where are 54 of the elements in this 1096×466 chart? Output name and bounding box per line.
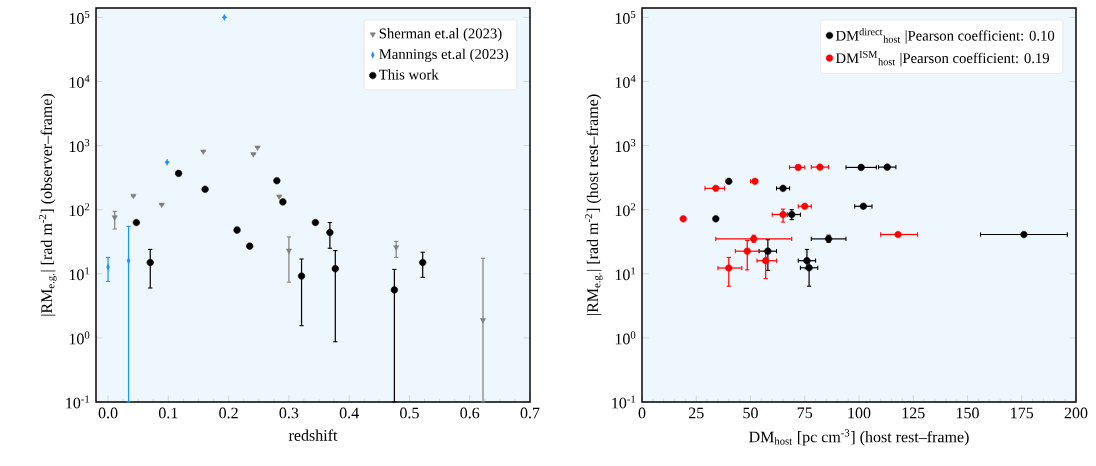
y-tick-label: 10$^{2}$	[69, 203, 90, 217]
y-tick-label: 10$^{3}$	[69, 139, 90, 153]
legend-label: DM$^{direct}$$_{host}$ |Pearson coefficient: 0.10	[835, 28, 1055, 44]
y-tick-label: 10$^{-1}$	[66, 395, 90, 409]
y-tick-label: 10$^{4}$	[69, 74, 90, 88]
x-tick-label: 0.2	[219, 407, 238, 419]
y-tick-label: 10$^{5}$	[69, 10, 90, 24]
point	[111, 215, 118, 221]
x-tick-label: 0	[638, 407, 646, 419]
x-tick-label: 50	[743, 407, 758, 419]
legend-label: Sherman et.al (2023)	[379, 28, 502, 42]
point	[725, 264, 733, 272]
x-tick-label: 125	[902, 407, 925, 419]
x-tick-label: 25	[688, 407, 704, 419]
y-tick-label: 10$^{3}$	[615, 139, 636, 153]
y-tick-label: 10$^{2}$	[615, 203, 636, 217]
y-axis-title: |RM$_{e.g.}$| [rad m$^{-2}$] (host rest–frame)	[585, 94, 603, 315]
y-axis-title: |RM$_{e.g.}$| [rad m$^{-2}$] (observer–frame)	[39, 93, 57, 316]
x-tick-label: 100	[848, 407, 871, 419]
point	[311, 218, 320, 227]
y-tick-label: 10$^{5}$	[615, 10, 636, 24]
x-tick-label: 175	[1011, 407, 1034, 419]
x-tick-label: 0.0	[98, 407, 118, 419]
y-tick-label: 10$^{4}$	[615, 74, 636, 88]
point	[285, 248, 292, 254]
x-tick-label: 200	[1064, 407, 1088, 419]
point	[390, 286, 398, 294]
y-tick-label: 10$^{1}$	[615, 267, 636, 281]
x-tick-label: 75	[797, 407, 813, 419]
point	[326, 228, 334, 237]
point	[419, 258, 427, 267]
x-tick-label: 0.3	[279, 407, 299, 419]
point	[331, 265, 339, 273]
point	[743, 247, 751, 255]
x-tick-label: 0.1	[158, 407, 178, 419]
legend-label: Mannings et.al (2023)	[379, 48, 509, 62]
point	[146, 258, 154, 267]
x-tick-label: 150	[956, 407, 979, 419]
x-tick-label: 0.5	[400, 407, 419, 419]
x-tick-label: 0.4	[339, 407, 359, 419]
x-axis-title: redshift	[288, 429, 338, 441]
point	[297, 272, 306, 280]
point	[393, 245, 400, 251]
y-tick-label: 10$^{-1}$	[612, 395, 636, 409]
y-tick-label: 10$^{0}$	[69, 331, 90, 345]
y-tick-label: 10$^{0}$	[615, 331, 636, 345]
point	[480, 318, 486, 324]
legend-label: This work	[379, 69, 439, 80]
x-tick-label: 0.6	[460, 407, 480, 419]
x-axis-title: DM$_{host}$ [pc cm$^{-3}$] (host rest–frame)	[749, 429, 969, 446]
legend-label: DM$^{ISM}$$_{host}$ |Pearson coefficient: 0.19	[835, 50, 1050, 67]
x-tick-label: 0.7	[520, 407, 540, 419]
point	[762, 257, 770, 265]
y-tick-label: 10$^{1}$	[69, 267, 90, 281]
